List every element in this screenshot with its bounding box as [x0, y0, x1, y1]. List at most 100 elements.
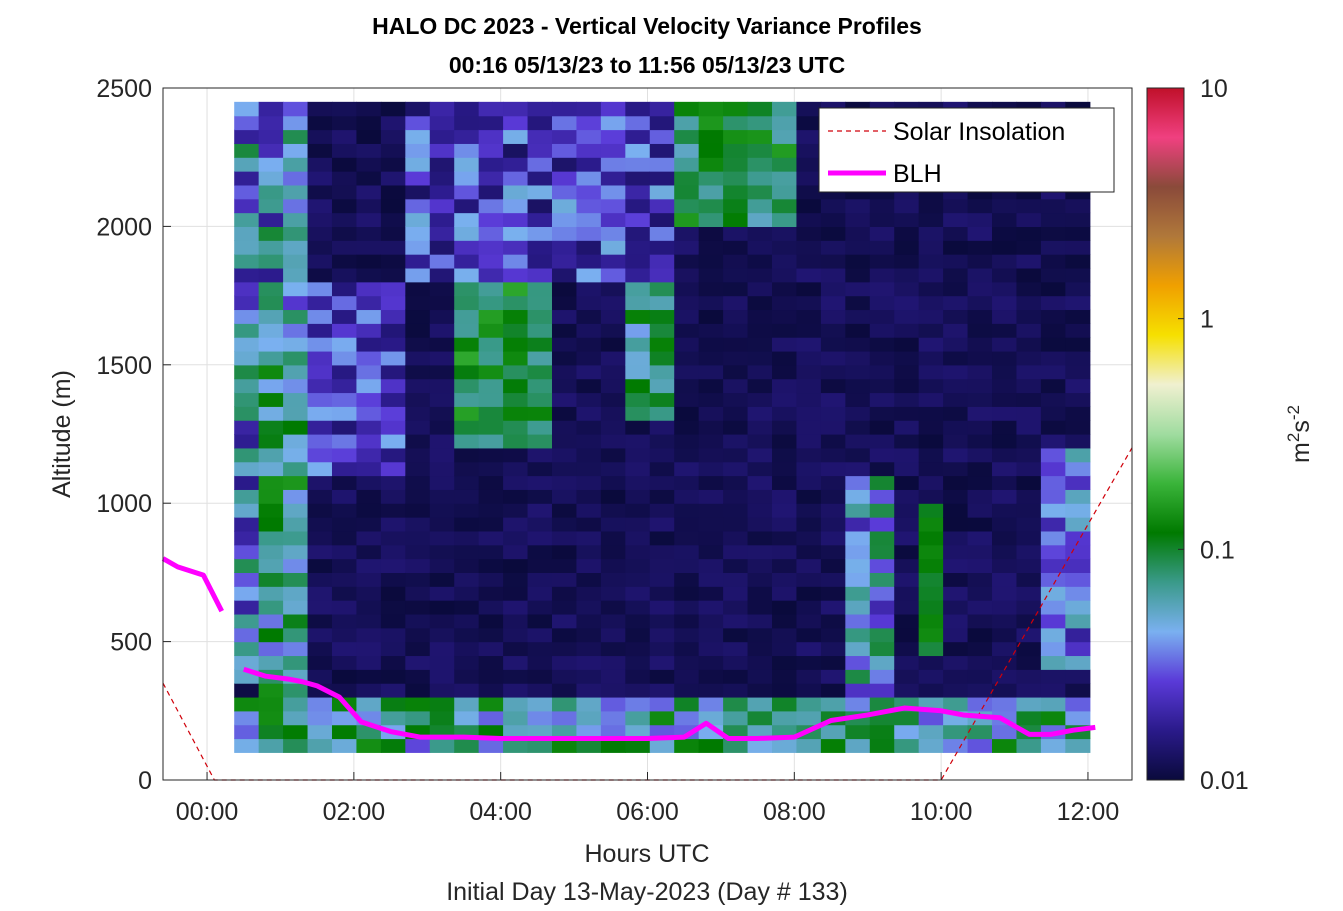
heatmap-cell [967, 350, 993, 366]
heatmap-cell [551, 115, 578, 131]
heatmap-cell [234, 641, 260, 657]
series-solar-insolation [162, 447, 1133, 781]
chart-subtitle: 00:16 05/13/23 to 11:56 05/13/23 UTC [449, 52, 845, 78]
heatmap-cell [967, 558, 993, 573]
heatmap-cell [405, 226, 431, 241]
heatmap-cell [258, 641, 284, 657]
heatmap-cells [234, 101, 1091, 753]
heatmap-cell [380, 240, 406, 255]
heatmap-cell [1065, 337, 1091, 352]
heatmap-cell [1016, 683, 1042, 698]
heatmap-cell [405, 544, 431, 560]
x-tick-label: 12:00 [1057, 798, 1120, 826]
heatmap-cell [625, 572, 651, 587]
heatmap-cell [1040, 517, 1066, 532]
heatmap-cell [380, 281, 406, 297]
heatmap-cell [820, 544, 846, 560]
heatmap-cell [283, 171, 309, 186]
heatmap-cell [723, 420, 749, 435]
heatmap-cell [258, 281, 284, 297]
heatmap-cell [845, 475, 871, 490]
heatmap-cell [894, 544, 920, 560]
heatmap-cell [674, 323, 700, 338]
heatmap-cell [943, 669, 969, 684]
legend: Solar Insolation BLH [818, 107, 1115, 193]
heatmap-cell [454, 738, 480, 753]
heatmap-cell [380, 337, 406, 352]
heatmap-cell [869, 447, 895, 463]
heatmap-cell [429, 641, 455, 657]
heatmap-cell [600, 337, 626, 352]
heatmap-cell [625, 447, 651, 463]
heatmap-cell [820, 212, 846, 227]
heatmap-cell [772, 226, 798, 241]
heatmap-cell [625, 378, 651, 394]
heatmap-cell [503, 572, 529, 587]
heatmap-cell [258, 406, 284, 421]
heatmap-cell [307, 420, 333, 435]
heatmap-cell [772, 281, 798, 297]
heatmap-cell [307, 184, 333, 200]
heatmap-cell [600, 184, 626, 200]
heatmap-cell [845, 392, 871, 407]
heatmap-cell [747, 641, 773, 657]
heatmap-cell [356, 309, 382, 324]
heatmap-cell [258, 517, 284, 532]
heatmap-cell [625, 724, 651, 740]
heatmap-cell [820, 724, 846, 740]
heatmap-cell [918, 254, 944, 269]
heatmap-cell [600, 143, 626, 158]
heatmap-cell [649, 115, 675, 131]
heatmap-cell [283, 530, 309, 546]
heatmap-cell [454, 171, 480, 186]
heatmap-cell [967, 683, 993, 698]
heatmap-cell [649, 627, 675, 643]
heatmap-cell [723, 392, 749, 407]
heatmap-cell [356, 600, 382, 615]
heatmap-cell [380, 129, 406, 144]
heatmap-cell [747, 295, 773, 311]
heatmap-cell [380, 267, 406, 283]
heatmap-cell [234, 627, 260, 643]
heatmap-cell [478, 254, 504, 269]
heatmap-cell [625, 669, 651, 684]
heatmap-cell [894, 240, 920, 255]
heatmap-cell [331, 724, 358, 740]
heatmap-cell [723, 724, 749, 740]
heatmap-cell [943, 198, 969, 214]
heatmap-cell [820, 378, 846, 394]
heatmap-cell [845, 683, 871, 698]
heatmap-cell [454, 558, 480, 573]
heatmap-cell [625, 198, 651, 214]
heatmap-cell [723, 254, 749, 269]
heatmap-cell [992, 724, 1018, 740]
heatmap-cell [1016, 586, 1042, 601]
heatmap-cell [796, 392, 822, 407]
heatmap-cell [796, 669, 822, 684]
heatmap-cell [234, 226, 260, 241]
heatmap-cell [1040, 212, 1066, 227]
heatmap-cell [503, 129, 529, 144]
heatmap-cell [625, 115, 651, 131]
heatmap-cell [283, 281, 309, 297]
heatmap-cell [503, 392, 529, 407]
heatmap-cell [820, 295, 846, 311]
heatmap-cell [869, 586, 895, 601]
heatmap-cell [258, 447, 284, 463]
heatmap-cell [894, 378, 920, 394]
heatmap-cell [772, 447, 798, 463]
heatmap-cell [405, 710, 431, 726]
heatmap-cell [258, 129, 284, 144]
heatmap-cell [649, 586, 675, 601]
heatmap-cell [331, 337, 358, 352]
heatmap-cell [503, 447, 529, 463]
heatmap-cell [772, 392, 798, 407]
heatmap-cell [869, 600, 895, 615]
heatmap-cell [283, 655, 309, 670]
heatmap-cell [307, 157, 333, 172]
heatmap-cell [576, 378, 602, 394]
heatmap-cell [503, 710, 529, 726]
heatmap-cell [503, 337, 529, 352]
heatmap-cell [429, 683, 455, 698]
